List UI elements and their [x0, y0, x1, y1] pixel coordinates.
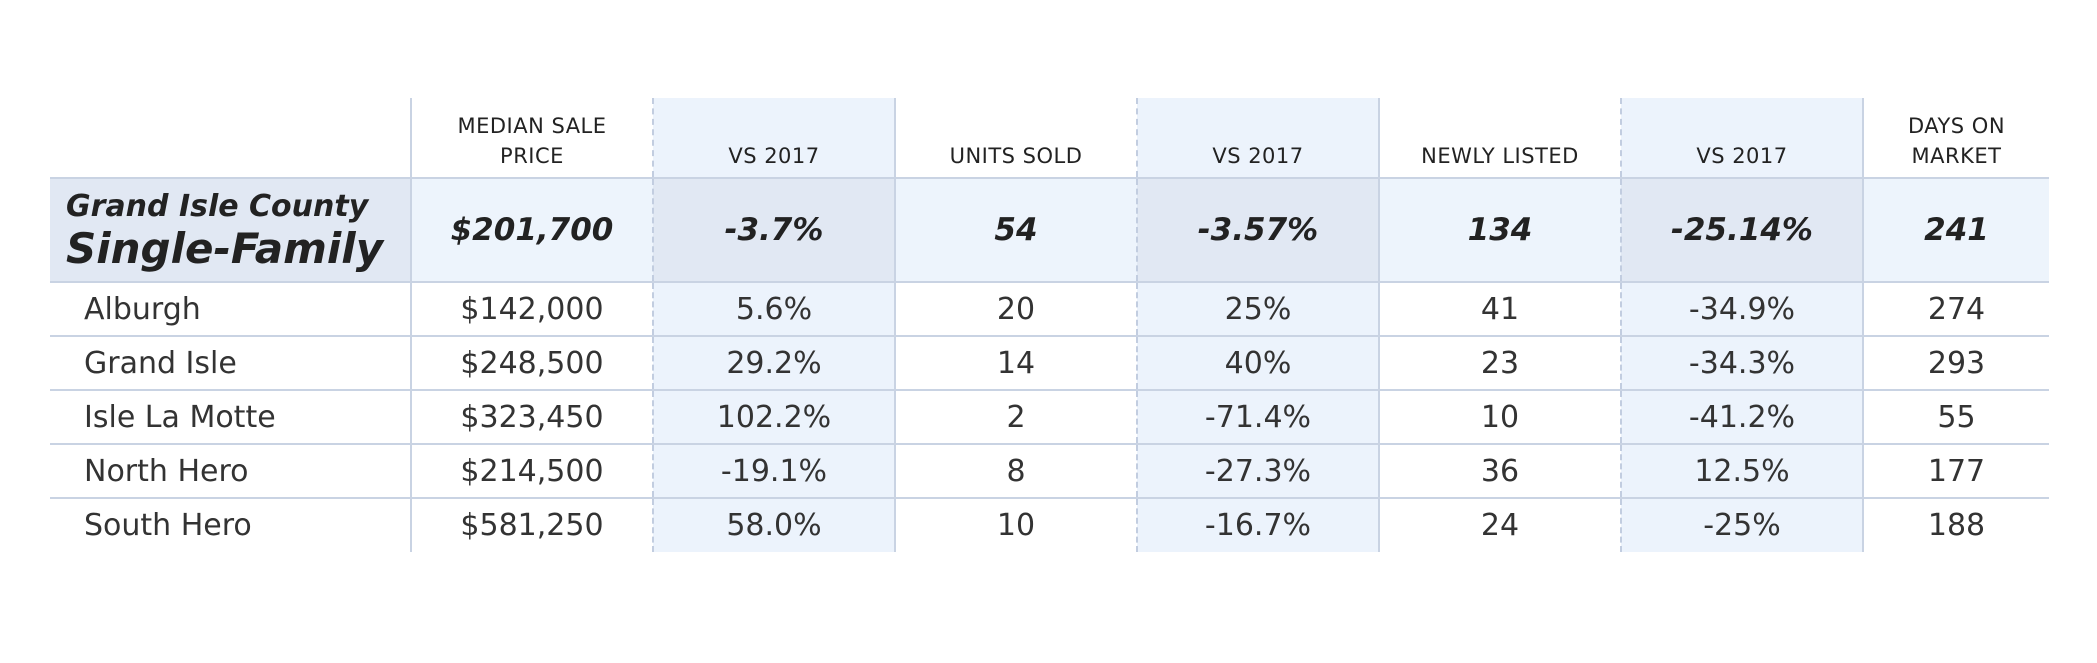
town-name: Grand Isle — [50, 336, 411, 391]
town-units-vs-2017: -16.7% — [1136, 498, 1379, 552]
town-median-sale-price: $323,450 — [410, 390, 653, 445]
header-corner — [50, 98, 411, 178]
table-row: Isle La Motte $323,450 102.2% 2 -71.4% 1… — [50, 390, 2049, 445]
town-name: North Hero — [50, 444, 411, 499]
town-units-sold: 14 — [894, 336, 1137, 391]
town-newly-listed: 24 — [1378, 498, 1621, 552]
town-days-on-market: 293 — [1862, 336, 2049, 391]
header-listed-vs-2017: VS 2017 — [1620, 98, 1863, 178]
header-days-line2: MARKET — [1911, 144, 2002, 168]
town-listed-vs-2017: -25% — [1620, 498, 1863, 552]
town-units-sold: 20 — [894, 282, 1137, 337]
town-units-vs-2017: -27.3% — [1136, 444, 1379, 499]
county-price-vs-2017: -3.7% — [652, 177, 895, 283]
town-units-vs-2017: 40% — [1136, 336, 1379, 391]
town-days-on-market: 55 — [1862, 390, 2049, 445]
town-name: Isle La Motte — [50, 390, 411, 445]
header-newly-listed: NEWLY LISTED — [1378, 98, 1621, 178]
county-listed-vs-2017: -25.14% — [1620, 177, 1863, 283]
town-days-on-market: 177 — [1862, 444, 2049, 499]
county-median-sale-price: $201,700 — [410, 177, 653, 283]
header-units-sold: UNITS SOLD — [894, 98, 1137, 178]
town-name: South Hero — [84, 508, 252, 543]
header-days-on-market: DAYS ON MARKET — [1862, 98, 2049, 178]
town-newly-listed: 36 — [1378, 444, 1621, 499]
table-row: Alburgh $142,000 5.6% 20 25% 41 -34.9% 2… — [50, 282, 2049, 337]
county-label: Grand Isle County Single-Family — [50, 177, 411, 283]
town-price-vs-2017: 58.0% — [652, 498, 895, 552]
header-days-line1: DAYS ON — [1907, 114, 2006, 138]
town-listed-vs-2017: -41.2% — [1620, 390, 1863, 445]
town-units-sold: 8 — [894, 444, 1137, 499]
town-median-sale-price: $248,500 — [410, 336, 653, 391]
town-price-vs-2017: 29.2% — [652, 336, 895, 391]
header-price-vs-2017: VS 2017 — [652, 98, 895, 178]
town-name: Alburgh — [50, 282, 411, 337]
town-units-sold: 2 — [894, 390, 1137, 445]
county-newly-listed: 134 — [1378, 177, 1621, 283]
county-property-type: Single-Family — [66, 224, 384, 273]
town-listed-vs-2017: 12.5% — [1620, 444, 1863, 499]
town-price-vs-2017: 5.6% — [652, 282, 895, 337]
town-listed-vs-2017: -34.9% — [1620, 282, 1863, 337]
header-median-line1: MEDIAN SALE — [457, 114, 607, 138]
town-units-vs-2017: -71.4% — [1136, 390, 1379, 445]
town-median-sale-price: $142,000 — [410, 282, 653, 337]
town-newly-listed: 23 — [1378, 336, 1621, 391]
town-newly-listed: 10 — [1378, 390, 1621, 445]
header-units-vs-2017: VS 2017 — [1136, 98, 1379, 178]
town-price-vs-2017: 102.2% — [652, 390, 895, 445]
town-days-on-market: 274 — [1862, 282, 2049, 337]
table-row: North Hero $214,500 -19.1% 8 -27.3% 36 1… — [50, 444, 2049, 499]
town-days-on-market: 188 — [1862, 498, 2049, 552]
town-units-vs-2017: 25% — [1136, 282, 1379, 337]
town-newly-listed: 41 — [1378, 282, 1621, 337]
county-units-sold: 54 — [894, 177, 1137, 283]
county-name: Grand Isle County — [66, 189, 369, 224]
town-units-sold: 10 — [894, 498, 1137, 552]
table-row: Grand Isle $248,500 29.2% 14 40% 23 -34.… — [50, 336, 2049, 391]
header-median-line2: PRICE — [500, 144, 564, 168]
county-summary-row: Grand Isle County Single-Family $201,700… — [50, 177, 2049, 283]
header-row: MEDIAN SALE PRICE VS 2017 UNITS SOLD VS … — [50, 98, 2049, 178]
table-row: South Hero $581,250 58.0% 10 -16.7% 24 -… — [50, 498, 2049, 552]
header-median-sale-price: MEDIAN SALE PRICE — [410, 98, 653, 178]
town-listed-vs-2017: -34.3% — [1620, 336, 1863, 391]
county-units-vs-2017: -3.57% — [1136, 177, 1379, 283]
market-stats-table: MEDIAN SALE PRICE VS 2017 UNITS SOLD VS … — [50, 98, 2049, 552]
town-median-sale-price: $581,250 — [410, 498, 653, 552]
county-days-on-market: 241 — [1862, 177, 2049, 283]
town-price-vs-2017: -19.1% — [652, 444, 895, 499]
town-median-sale-price: $214,500 — [410, 444, 653, 499]
